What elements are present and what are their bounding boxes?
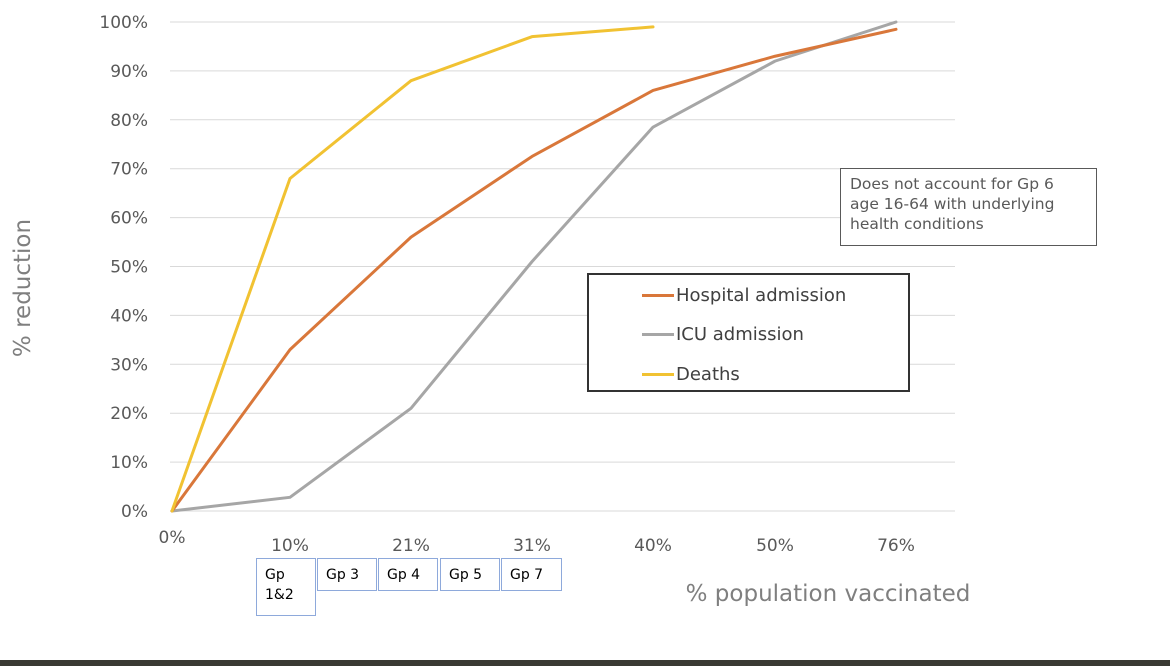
y-tick-label: 100% xyxy=(99,13,148,33)
x-tick-label: 76% xyxy=(877,536,915,556)
legend-item-hospital: Hospital admission xyxy=(642,282,846,308)
legend-swatch-icu xyxy=(642,332,674,336)
x-axis-ticks: 0% 10% 21% 31% 40% 50% 76% xyxy=(159,528,915,556)
y-tick-label: 10% xyxy=(110,453,148,473)
legend-label-hospital: Hospital admission xyxy=(676,284,847,306)
note-line-3: health conditions xyxy=(850,215,984,233)
group-label-text: Gp 7 xyxy=(510,567,544,583)
group-label-text: Gp xyxy=(265,567,285,583)
x-tick-label: 50% xyxy=(756,536,794,556)
x-tick-label: 31% xyxy=(513,536,551,556)
series-line-hospital-admission xyxy=(170,27,898,513)
y-tick-label: 70% xyxy=(110,160,148,180)
group-label-box: Gp 1&2 xyxy=(256,558,316,616)
series-lines xyxy=(170,20,898,513)
group-label-text: Gp 3 xyxy=(326,567,360,583)
y-tick-label: 80% xyxy=(110,111,148,131)
note-line-2: age 16-64 with underlying xyxy=(850,195,1055,213)
y-axis-title: % reduction xyxy=(10,219,36,357)
note-line-1: Does not account for Gp 6 xyxy=(850,175,1054,193)
group-label-box: Gp 3 xyxy=(317,558,377,591)
group-label-text: Gp 4 xyxy=(387,567,421,583)
series-line-deaths xyxy=(170,25,655,513)
series-line-icu-admission xyxy=(170,20,898,513)
group-label-text: 1&2 xyxy=(265,587,294,603)
legend-item-deaths: Deaths xyxy=(642,361,740,387)
y-tick-label: 90% xyxy=(110,62,148,82)
gridlines xyxy=(170,21,955,512)
y-tick-label: 20% xyxy=(110,404,148,424)
y-tick-label: 40% xyxy=(110,306,148,326)
legend: Hospital admission ICU admission Deaths xyxy=(587,273,910,392)
y-tick-label: 0% xyxy=(121,502,148,522)
x-axis-title: % population vaccinated xyxy=(686,581,971,607)
annotation-note: Does not account for Gp 6 age 16-64 with… xyxy=(840,168,1097,246)
bottom-bar xyxy=(0,660,1170,666)
group-label-box: Gp 7 xyxy=(501,558,562,591)
legend-label-deaths: Deaths xyxy=(676,363,740,385)
legend-swatch-hospital xyxy=(642,293,674,297)
x-tick-label: 10% xyxy=(271,536,309,556)
y-tick-label: 60% xyxy=(110,209,148,229)
y-tick-label: 30% xyxy=(110,355,148,375)
legend-label-icu: ICU admission xyxy=(676,323,804,345)
group-label-box: Gp 4 xyxy=(378,558,438,591)
y-tick-label: 50% xyxy=(110,258,148,278)
group-label-box: Gp 5 xyxy=(440,558,500,591)
group-label-text: Gp 5 xyxy=(449,567,483,583)
x-tick-label: 21% xyxy=(392,536,430,556)
x-tick-label: 0% xyxy=(159,528,186,548)
y-axis-ticks: 0% 10% 20% 30% 40% 50% 60% 70% 80% 90% 100% xyxy=(99,13,148,522)
legend-swatch-deaths xyxy=(642,372,674,376)
legend-item-icu: ICU admission xyxy=(642,321,804,347)
x-tick-label: 40% xyxy=(634,536,672,556)
